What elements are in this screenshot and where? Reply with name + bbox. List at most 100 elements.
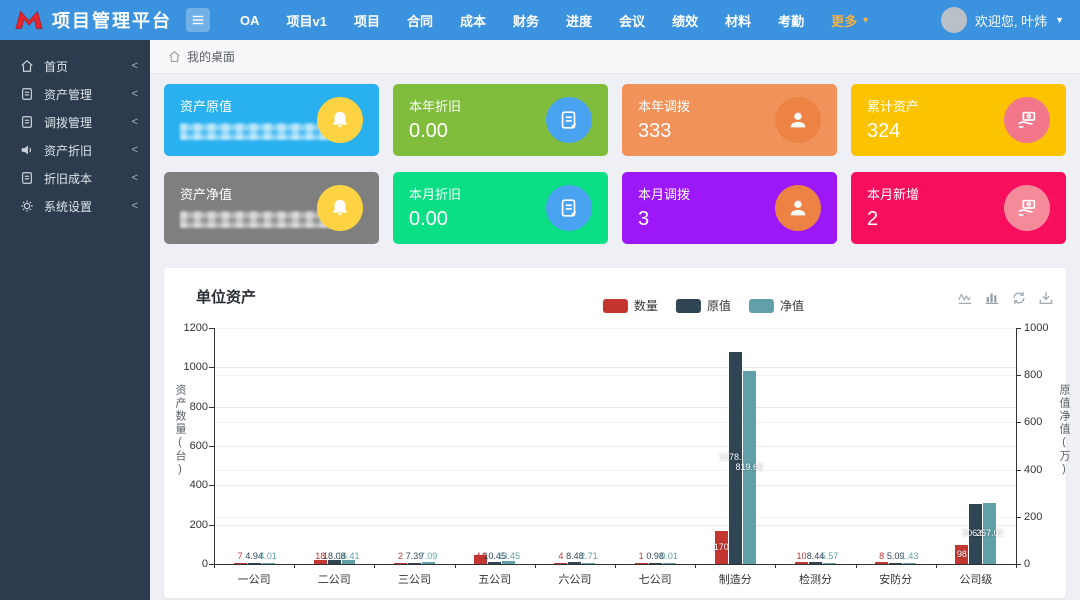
sidebar-toggle-button[interactable] [186,8,210,32]
user-menu[interactable]: 欢迎您, 叶炜 ▼ [940,7,1064,33]
gridline [214,516,1016,518]
sidebar-item-系统设置[interactable]: 系统设置 < [0,192,150,220]
y-axis-title-left: 资产数量(台) [174,384,186,477]
sidebar-item-label: 资产管理 [44,87,93,102]
gridline [214,446,1016,447]
x-axis-category-label: 安防分 [879,574,913,586]
sidebar-item-label: 资产折旧 [44,143,93,158]
welcome-text: 欢迎您, 叶炜 [974,13,1048,29]
sidebar-item-首页[interactable]: 首页 < [0,52,150,80]
sidebar-item-调拨管理[interactable]: 调拨管理 < [0,108,150,136]
bar-数量-六公司 [554,563,568,564]
tick-mark [1016,422,1021,424]
sidebar-item-资产折旧[interactable]: 资产折旧 < [0,136,150,164]
tick-mark [209,367,214,369]
stat-card-本年调拨: 本年调拨 333 [622,84,837,156]
legend-label: 数量 [633,299,658,313]
bar-value-label: 0.01 [660,551,678,561]
legend-label: 净值 [779,299,804,313]
stat-cards: 资产原值 本年折旧 0.00 本年调拨 333 累计资产 324 资产净值 本月折旧 0.00 本月… [150,74,1080,244]
file-icon [20,115,34,129]
bar-净值-三公司 [422,562,435,564]
bar-原值-二公司 [327,560,341,564]
y-axis-tick-label: 400 [189,479,208,492]
magictype-line-icon[interactable] [957,290,973,306]
legend-item-数量[interactable]: 数量 [602,297,658,314]
bar-value-label: 170 [713,541,729,552]
gear-icon [20,199,34,213]
bar-value-label: 7.09 [419,551,438,561]
y-axis-tick-label: 1000 [1024,322,1049,334]
y-axis-left [214,328,215,564]
home-icon [20,59,34,73]
bar-value-label: 5.09 [886,551,905,561]
y-axis-right [1016,328,1017,564]
bar-value-label: 7.39 [405,551,424,561]
breadcrumb-item[interactable]: 我的桌面 [187,50,236,64]
sidebar-item-折旧成本[interactable]: 折旧成本 < [0,164,150,192]
sidebar-item-资产管理[interactable]: 资产管理 < [0,80,150,108]
refresh-icon[interactable] [1011,290,1027,306]
nav-item-项目[interactable]: 项目 [353,13,380,29]
bar-value-label: 18 [315,551,326,561]
nav-item-考勤[interactable]: 考勤 [778,13,805,29]
tick-mark [209,524,214,526]
x-axis-category-label: 七公司 [638,574,672,586]
magictype-bar-icon[interactable] [984,290,1000,306]
bell-icon [317,97,363,143]
logo-icon [15,10,43,29]
card-value: 2 [867,208,879,230]
bar-原值-检测分 [809,562,822,564]
bar-value-label: 5.57 [820,551,839,561]
stat-card-本年折旧: 本年折旧 0.00 [393,84,608,156]
nav-item-成本[interactable]: 成本 [460,13,487,29]
tick-mark [935,564,937,568]
nav-item-进度[interactable]: 进度 [566,13,593,29]
card-value: 3 [638,208,650,230]
nav-item-财务[interactable]: 财务 [513,13,540,29]
card-value: 0.00 [409,120,448,142]
main-content: 我的桌面 资产原值 本年折旧 0.00 本年调拨 333 累计资产 324 资产净值 本月折旧 0… [150,40,1080,600]
sidebar-item-label: 调拨管理 [44,115,93,130]
y-axis-tick-label: 1200 [183,322,208,334]
bar-value-label: 98 [956,548,967,559]
nav-item-会议[interactable]: 会议 [619,13,646,29]
app-logo: 项目管理平台 [0,7,186,33]
tick-mark [534,564,536,568]
bar-原值-七公司 [648,563,662,564]
masked-value [180,211,330,228]
nav-item-项目v1[interactable]: 项目v1 [286,13,327,29]
y-axis-tick-label: 600 [1024,416,1043,429]
bar-value-label: 13.45 [497,551,520,561]
nav-item-合同[interactable]: 合同 [406,13,433,29]
x-axis-category-label: 检测分 [799,574,832,586]
home-icon [169,50,180,62]
bar-数量-一公司 [233,563,247,564]
tick-mark [294,564,296,568]
top-nav-menu: OA 项目v1 项目 合同 成本 财务 进度 会议 绩效 材料 考勤 更多 ▼ [240,11,941,30]
tick-mark [1016,516,1021,518]
hamburger-icon [192,15,204,25]
bar-原值-五公司 [488,562,502,564]
bar-数量-公司级 [955,545,969,564]
stat-card-资产原值: 资产原值 [164,84,379,156]
nav-item-OA[interactable]: OA [240,12,260,28]
x-axis-category-label: 二公司 [317,574,351,586]
legend-swatch [748,298,774,313]
bell-icon [317,185,363,231]
legend-item-净值[interactable]: 净值 [748,297,804,314]
tick-mark [1016,328,1021,329]
nav-item-more[interactable]: 更多 ▼ [831,11,870,30]
bar-净值-一公司 [261,563,275,564]
stat-card-本月新增: 本月新增 2 [851,172,1066,244]
bar-净值-六公司 [582,563,596,564]
card-label: 资产净值 [180,187,233,202]
download-icon[interactable] [1038,290,1054,306]
tick-mark [209,446,214,447]
nav-item-材料[interactable]: 材料 [725,13,752,29]
nav-item-绩效[interactable]: 绩效 [672,13,699,29]
legend-item-原值[interactable]: 原值 [675,297,731,314]
gridline [214,469,1016,471]
bar-数量-三公司 [394,563,407,564]
bar-数量-二公司 [313,560,327,564]
